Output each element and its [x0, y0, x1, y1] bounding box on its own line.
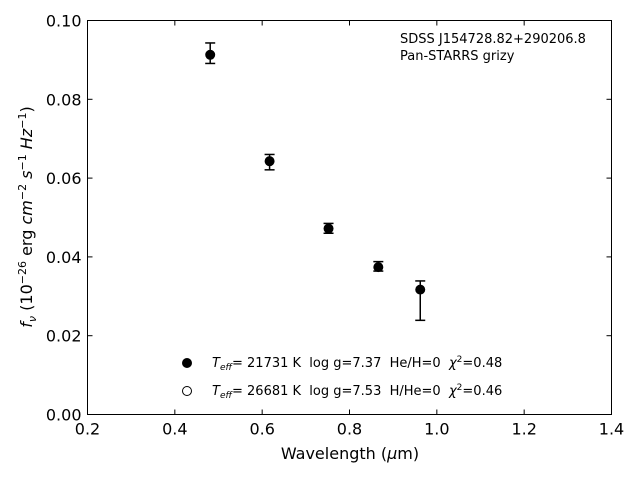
y-tick-label: 0.04: [46, 248, 82, 267]
y-tick-label: 0.02: [46, 327, 82, 346]
legend-entry-1: Teff= 21731 K log g=7.37 He/H=0 χ2=0.48: [212, 355, 502, 373]
x-tick-label: 0.2: [75, 420, 100, 439]
data-points: [205, 42, 426, 322]
x-tick-label: 0.8: [337, 420, 362, 439]
legend-entry-2: Teff= 26681 K log g=7.53 H/He=0 χ2=0.46: [212, 383, 502, 401]
x-tick-label: 0.6: [249, 420, 274, 439]
x-tick-label: 1.2: [511, 420, 536, 439]
x-tick-label: 1.4: [599, 420, 624, 439]
data-marker: [415, 284, 426, 295]
data-point: [373, 260, 384, 273]
legend-marker-open: [182, 386, 192, 396]
y-tick-label: 0.06: [46, 169, 82, 188]
x-tick-label: 0.4: [162, 420, 187, 439]
data-marker: [323, 223, 334, 234]
data-point: [323, 222, 334, 235]
y-axis-ticks: 0.00 0.02 0.04 0.06 0.08 0.10: [46, 12, 612, 425]
legend-marker-filled: [182, 358, 192, 368]
data-marker: [264, 156, 275, 167]
legend: Teff= 21731 K log g=7.37 He/H=0 χ2=0.48 …: [182, 355, 502, 401]
y-tick-label: 0.08: [46, 90, 82, 109]
x-axis-ticks: 0.2 0.4 0.6 0.8 1.0 1.2 1.4: [75, 20, 624, 439]
annotation-survey: Pan-STARRS grizy: [400, 49, 515, 64]
data-point: [205, 42, 216, 65]
y-tick-label: 0.00: [46, 406, 82, 425]
data-marker: [373, 262, 384, 273]
data-point: [415, 280, 426, 322]
y-axis-label: fν (10−26 erg cm−2 s−1 Hz−1): [16, 106, 39, 327]
data-point: [264, 153, 275, 171]
x-axis-label: Wavelength (μm): [281, 444, 419, 463]
y-tick-label: 0.10: [46, 12, 82, 31]
annotation-object-name: SDSS J154728.82+290206.8: [400, 32, 586, 47]
x-tick-label: 1.0: [424, 420, 449, 439]
data-marker: [205, 49, 216, 60]
